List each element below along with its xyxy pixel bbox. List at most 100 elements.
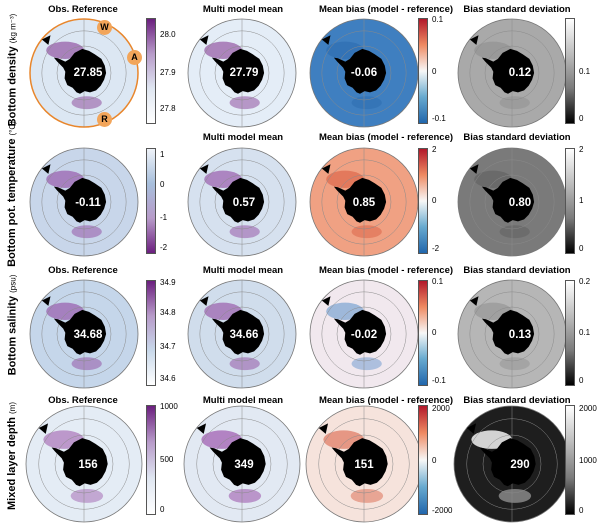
title-r0-c2: Mean bias (model - reference): [318, 4, 454, 15]
map-panel-r0-c3: [457, 18, 567, 128]
tick: 0: [160, 180, 165, 189]
tick: -2: [160, 243, 168, 252]
colorbar-r3-std: [565, 405, 575, 515]
tick: 0.1: [432, 15, 444, 24]
value-r2-c1: 34.66: [229, 329, 259, 341]
value-r1-c1: 0.57: [232, 197, 256, 209]
map-panel-r2-c0: [29, 279, 139, 389]
value-r1-c0: -0.11: [75, 197, 101, 209]
tick: 2: [432, 145, 437, 154]
value-r0-c3: 0.12: [508, 67, 532, 79]
value-r0-c2: -0.06: [350, 67, 378, 79]
tick: 27.8: [160, 104, 176, 113]
tick: 0: [579, 244, 584, 253]
colorbar-r2-std: [565, 280, 575, 386]
value-r3-c0: 156: [78, 459, 98, 471]
tick: 34.7: [160, 342, 176, 351]
tick: 28.0: [160, 30, 176, 39]
title-r3-c0: Obs. Reference: [48, 395, 118, 406]
tick: -2000: [432, 506, 453, 515]
value-r1-c3: 0.80: [508, 197, 532, 209]
value-r2-c0: 34.68: [73, 329, 103, 341]
map-panel-r1-c1: [187, 147, 297, 257]
tick: -1: [160, 213, 168, 222]
tick: -0.1: [432, 376, 446, 385]
tick: 0: [579, 506, 584, 515]
tick: 2000: [432, 404, 450, 413]
map-panel-r1-c0: [29, 147, 139, 257]
title-r1-c2: Mean bias (model - reference): [318, 132, 454, 143]
colorbar-r2-obs: [146, 280, 156, 386]
tick: 0.1: [579, 67, 591, 76]
value-r0-c0: 27.85: [73, 67, 103, 79]
tick: 0: [579, 376, 584, 385]
map-panel-r3-c3: [453, 405, 571, 523]
tick: 34.6: [160, 374, 176, 383]
map-panel-r3-c1: [183, 405, 301, 523]
value-r3-c1: 349: [234, 459, 254, 471]
title-r2-c0: Obs. Reference: [48, 265, 118, 276]
tick: 0: [579, 114, 584, 123]
colorbar-r1-bias: [418, 148, 428, 254]
tick: 34.8: [160, 308, 176, 317]
colorbar-r1-obs: [146, 148, 156, 254]
tick: 2: [579, 145, 584, 154]
title-r1-c3: Bias standard deviation: [463, 132, 571, 143]
tick: 2000: [579, 404, 597, 413]
map-panel-r3-c0: [25, 405, 143, 523]
tick: 0: [432, 328, 437, 337]
tick: 27.9: [160, 68, 176, 77]
map-panel-r2-c2: [309, 279, 419, 389]
title-r3-c1: Multi model mean: [202, 395, 284, 406]
map-panel-r0-c1: [187, 18, 297, 128]
map-panel-r0-c0: [29, 18, 139, 128]
colorbar-r1-std: [565, 148, 575, 254]
title-r3-c3: Bias standard deviation: [463, 395, 571, 406]
value-r2-c3: 0.13: [508, 329, 532, 341]
tick: 0.1: [579, 328, 591, 337]
title-r2-c1: Multi model mean: [202, 265, 284, 276]
map-panel-r0-c2: [309, 18, 419, 128]
sector-label-amundsen: A: [127, 50, 142, 65]
tick: -2: [432, 244, 440, 253]
title-r0-c0: Obs. Reference: [48, 4, 118, 15]
colorbar-r0-obs: [146, 18, 156, 124]
colorbar-r3-bias: [418, 405, 428, 515]
value-r3-c2: 151: [354, 459, 374, 471]
map-panel-r2-c1: [187, 279, 297, 389]
colorbar-r0-bias: [418, 18, 428, 124]
title-r0-c3: Bias standard deviation: [463, 4, 571, 15]
tick: 0.2: [579, 277, 591, 286]
title-r0-c1: Multi model mean: [202, 4, 284, 15]
tick: 1: [579, 196, 584, 205]
sector-label-ross: R: [97, 112, 112, 127]
colorbar-r3-obs: [146, 405, 156, 515]
tick: 0: [432, 196, 437, 205]
title-r1-c1: Multi model mean: [202, 132, 284, 143]
map-panel-r3-c2: [305, 405, 423, 523]
colorbar-r0-std: [565, 18, 575, 124]
sector-label-weddell: W: [97, 20, 112, 35]
title-r2-c2: Mean bias (model - reference): [318, 265, 454, 276]
map-panel-r2-c3: [457, 279, 567, 389]
value-r1-c2: 0.85: [352, 197, 376, 209]
value-r0-c1: 27.79: [229, 67, 259, 79]
title-r2-c3: Bias standard deviation: [463, 265, 571, 276]
tick: 500: [160, 455, 174, 464]
map-panel-r1-c2: [309, 147, 419, 257]
value-r3-c3: 290: [510, 459, 530, 471]
tick: 1: [160, 150, 165, 159]
tick: 34.9: [160, 278, 176, 287]
tick: 1000: [160, 402, 178, 411]
tick: 1000: [579, 456, 597, 465]
colorbar-r2-bias: [418, 280, 428, 386]
tick: -0.1: [432, 114, 446, 123]
tick: 0.1: [432, 277, 444, 286]
tick: 0: [432, 456, 437, 465]
tick: 0: [432, 67, 437, 76]
title-r3-c2: Mean bias (model - reference): [318, 395, 454, 406]
map-panel-r1-c3: [457, 147, 567, 257]
tick: 0: [160, 505, 165, 514]
value-r2-c2: -0.02: [350, 329, 378, 341]
